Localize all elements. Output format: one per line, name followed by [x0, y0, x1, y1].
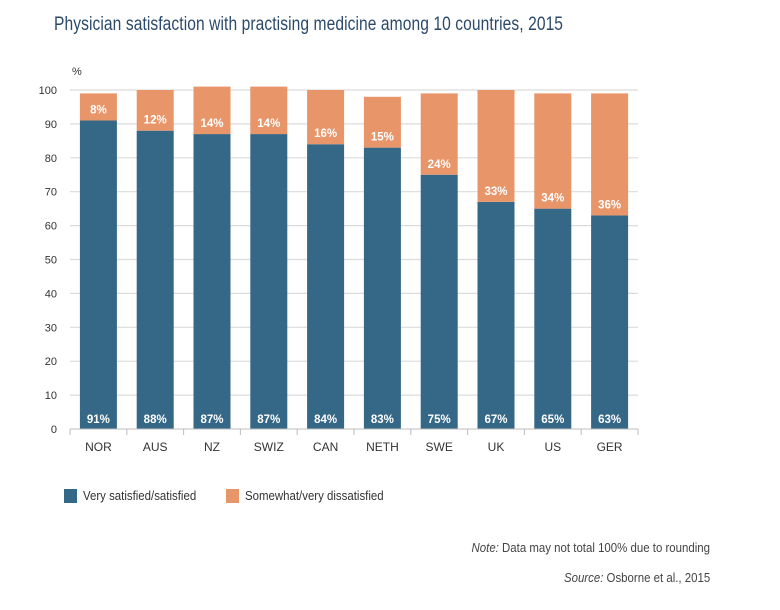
y-tick-label: 50: [45, 255, 57, 267]
source: Source: Osborne et al., 2015: [564, 570, 710, 585]
bar-satisfied: [193, 134, 231, 429]
y-tick-label: 0: [51, 424, 57, 436]
bar-dissatisfied: [136, 90, 174, 131]
data-label-satisfied: 83%: [371, 414, 394, 426]
data-label-satisfied: 88%: [144, 414, 167, 426]
x-tick-label: GER: [597, 440, 623, 454]
note-text: Data may not total 100% due to rounding: [498, 540, 710, 555]
x-tick-label: NZ: [204, 440, 220, 454]
data-label-dissatisfied: 24%: [428, 159, 451, 171]
bar-dissatisfied: [534, 93, 572, 209]
y-tick-label: 10: [45, 390, 57, 402]
data-label-dissatisfied: 8%: [90, 105, 107, 117]
data-label-dissatisfied: 12%: [144, 115, 167, 127]
data-label-satisfied: 65%: [541, 414, 564, 426]
x-tick-label: CAN: [313, 440, 338, 454]
bar-satisfied: [79, 120, 117, 429]
legend-swatch-dissatisfied: [225, 488, 239, 503]
bar-satisfied: [477, 201, 515, 429]
data-label-dissatisfied: 34%: [541, 193, 564, 205]
bar-satisfied: [250, 134, 288, 429]
legend-swatch-satisfied: [64, 488, 77, 503]
x-axis: NOR AUS NZ SWIZ CAN NETH SWE UK US GER: [69, 428, 639, 454]
bar-dissatisfied: [477, 90, 515, 202]
bar-satisfied: [307, 144, 345, 430]
source-label: Source:: [563, 570, 604, 585]
bar-satisfied: [136, 130, 174, 429]
x-tick-label: AUS: [143, 440, 168, 454]
x-tick-label: SWE: [426, 440, 453, 454]
data-label-satisfied: 63%: [598, 414, 621, 426]
bar-dissatisfied: [307, 90, 345, 145]
bar-satisfied: [420, 174, 458, 429]
legend: Very satisfied/satisfied Somewhat/very d…: [64, 488, 416, 503]
data-label-dissatisfied: 36%: [598, 199, 621, 211]
data-label-satisfied: 67%: [484, 414, 507, 426]
y-tick-label: 30: [45, 322, 57, 334]
data-label-dissatisfied: 15%: [371, 132, 394, 144]
y-tick-label: 80: [45, 153, 57, 165]
data-label-dissatisfied: 14%: [200, 118, 223, 130]
data-label-satisfied: 84%: [314, 414, 337, 426]
y-tick-label: 60: [45, 221, 57, 233]
y-tick-label: 40: [45, 288, 57, 300]
x-tick-label: NETH: [366, 440, 399, 454]
data-label-satisfied: 87%: [200, 414, 223, 426]
legend-item-satisfied: Very satisfied/satisfied: [64, 488, 212, 503]
note-label: Note:: [471, 540, 499, 555]
legend-label: Somewhat/very dissatisfied: [244, 488, 384, 503]
bar-dissatisfied: [363, 96, 401, 148]
bars: 91% 8% 88% 12% 87% 14% 87% 14% 84% 16% 83% 15% 75% 24…: [79, 86, 629, 430]
data-label-dissatisfied: 16%: [314, 128, 337, 140]
data-label-satisfied: 87%: [257, 414, 280, 426]
note: Note: Data may not total 100% due to rou…: [472, 540, 710, 555]
chart-title: Physician satisfaction with practising m…: [54, 14, 564, 35]
y-tick-label: 100: [39, 85, 57, 97]
bar-dissatisfied: [193, 86, 231, 135]
bar-dissatisfied: [250, 86, 288, 135]
y-tick-label: 70: [45, 187, 57, 199]
bar-satisfied: [534, 208, 572, 429]
bar-dissatisfied: [79, 93, 117, 121]
y-axis-label: %: [72, 66, 82, 78]
bar-satisfied: [591, 215, 629, 429]
source-text: Osborne et al., 2015: [603, 570, 710, 585]
bar-dissatisfied: [591, 93, 629, 216]
y-tick-label: 20: [45, 356, 57, 368]
data-label-dissatisfied: 14%: [257, 118, 280, 130]
data-label-satisfied: 91%: [87, 414, 110, 426]
bar-satisfied: [363, 147, 401, 429]
y-tick-label: 90: [45, 119, 57, 131]
bar-dissatisfied: [420, 93, 458, 175]
legend-item-dissatisfied: Somewhat/very dissatisfied: [225, 488, 403, 503]
legend-label: Very satisfied/satisfied: [83, 488, 197, 503]
x-tick-label: US: [544, 440, 561, 454]
data-label-dissatisfied: 33%: [484, 186, 507, 198]
data-label-satisfied: 75%: [428, 414, 451, 426]
x-tick-label: NOR: [85, 440, 112, 454]
x-tick-label: SWIZ: [254, 440, 284, 454]
y-axis: 0 10 20 30 40 50 60 70 80 90 100: [39, 85, 57, 436]
x-tick-label: UK: [488, 440, 505, 454]
